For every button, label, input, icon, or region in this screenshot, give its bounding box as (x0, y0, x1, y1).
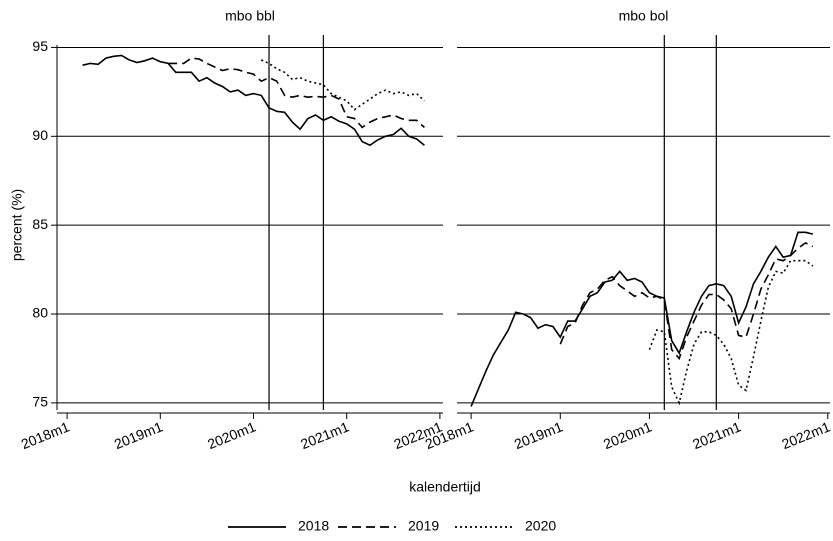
x-tick-label: 2020m1 (205, 418, 258, 452)
series-line (260, 59, 425, 111)
series-line (470, 231, 814, 407)
panel-title: mbo bol (619, 8, 669, 24)
y-tick-label: 95 (32, 38, 48, 54)
x-tick-label: 2019m1 (112, 418, 165, 452)
x-tick-label: 2022m1 (779, 418, 832, 452)
y-tick-label: 90 (32, 127, 48, 143)
y-tick-label: 75 (32, 394, 48, 410)
x-tick-label: 2019m1 (512, 418, 565, 452)
series-line (559, 241, 814, 361)
x-tick-label: 2021m1 (690, 418, 743, 452)
x-tick-label: 2021m1 (298, 418, 351, 452)
y-tick-label: 85 (32, 216, 48, 232)
panel-title: mbo bbl (225, 8, 275, 24)
series-line (648, 259, 814, 406)
legend-label: 2020 (525, 518, 556, 534)
x-tick-label: 2018m1 (19, 418, 72, 452)
y-axis-label: percent (%) (9, 189, 25, 261)
series-line (82, 54, 425, 147)
legend-label: 2019 (408, 518, 439, 534)
legend-label: 2018 (298, 518, 329, 534)
x-axis-label: kalendertijd (409, 479, 481, 495)
series-line (168, 57, 425, 129)
y-tick-label: 80 (32, 305, 48, 321)
x-tick-label: 2020m1 (601, 418, 654, 452)
